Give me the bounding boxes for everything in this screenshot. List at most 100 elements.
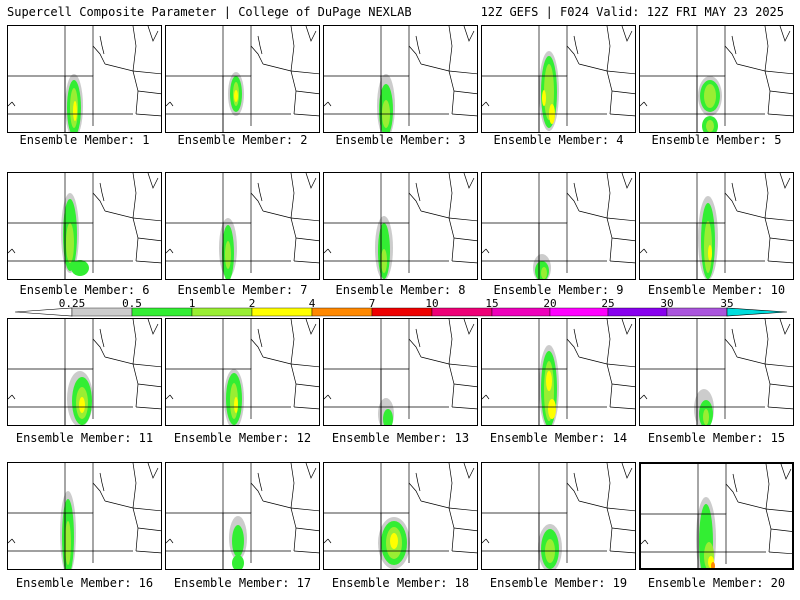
state-border-line xyxy=(250,192,264,212)
state-border-line xyxy=(408,45,422,65)
ensemble-member-label: Ensemble Member: 3 xyxy=(335,133,466,147)
colorbar-high-arrow xyxy=(726,307,788,317)
ensemble-member-label: Ensemble Member: 9 xyxy=(493,283,624,297)
state-borders-map xyxy=(8,26,161,132)
state-border-line xyxy=(573,182,579,202)
state-border-line xyxy=(104,210,134,219)
state-borders-map xyxy=(166,319,319,425)
state-border-line xyxy=(764,173,769,219)
state-border-line xyxy=(147,26,159,42)
ensemble-member-map xyxy=(7,25,162,133)
ensemble-member-map xyxy=(165,462,320,570)
state-border-line xyxy=(104,356,134,365)
scp-contour xyxy=(232,525,244,557)
state-border-line xyxy=(764,363,793,368)
state-border-line xyxy=(132,319,137,365)
state-border-line xyxy=(453,90,477,95)
state-border-line xyxy=(643,248,648,254)
ensemble-member-label: Ensemble Member: 5 xyxy=(651,133,782,147)
state-border-line xyxy=(99,472,105,492)
scp-contour xyxy=(548,399,556,419)
state-border-line xyxy=(463,319,475,335)
state-border-line xyxy=(305,173,317,189)
scp-contour xyxy=(541,267,547,279)
state-border-line xyxy=(250,482,264,502)
state-border-line xyxy=(640,394,645,400)
state-border-line xyxy=(644,539,649,545)
scp-contour xyxy=(711,562,715,568)
colorbar-tick-label: 7 xyxy=(368,297,376,310)
colorbar-segment xyxy=(491,307,551,317)
state-border-line xyxy=(92,45,106,65)
state-border-line xyxy=(11,101,16,107)
ensemble-member-map xyxy=(7,172,162,280)
state-borders-map xyxy=(482,463,635,569)
state-borders-map xyxy=(482,173,635,279)
state-border-line xyxy=(573,472,579,492)
ensemble-member-label: Ensemble Member: 11 xyxy=(15,431,154,445)
state-border-line xyxy=(779,26,791,42)
state-border-line xyxy=(736,210,766,219)
state-border-line xyxy=(11,538,16,544)
state-border-line xyxy=(578,210,608,219)
state-border-line xyxy=(415,35,421,55)
scp-contour xyxy=(79,397,85,413)
state-border-line xyxy=(643,394,648,400)
state-border-line xyxy=(482,101,487,107)
state-border-line xyxy=(137,527,161,532)
state-border-line xyxy=(448,173,453,219)
state-border-line xyxy=(609,406,635,410)
state-border-line xyxy=(767,260,793,264)
state-border-line xyxy=(324,538,329,544)
state-border-line xyxy=(166,538,171,544)
state-border-line xyxy=(169,101,174,107)
colorbar-tick-label: 0.25 xyxy=(58,297,86,310)
state-border-line xyxy=(132,217,161,222)
state-border-line xyxy=(573,35,579,55)
state-border-line xyxy=(769,90,793,95)
state-border-line xyxy=(621,26,633,42)
state-border-line xyxy=(451,260,477,264)
state-border-line xyxy=(765,464,770,510)
state-border-line xyxy=(621,319,633,335)
scp-contour xyxy=(65,521,71,565)
state-border-line xyxy=(169,248,174,254)
state-border-line xyxy=(765,508,792,512)
ensemble-member-map xyxy=(165,172,320,280)
state-borders-map xyxy=(166,463,319,569)
state-borders-map xyxy=(640,319,793,425)
state-border-line xyxy=(641,539,646,545)
state-border-line xyxy=(453,237,477,242)
ensemble-member-label: Ensemble Member: 15 xyxy=(647,431,786,445)
state-border-line xyxy=(779,319,791,335)
state-border-line xyxy=(166,101,171,107)
state-border-line xyxy=(290,70,319,75)
state-border-line xyxy=(290,173,295,219)
state-border-line xyxy=(135,406,161,410)
state-border-line xyxy=(578,500,608,509)
state-border-line xyxy=(137,383,161,388)
state-border-line xyxy=(606,363,635,368)
state-border-line xyxy=(132,363,139,408)
state-border-line xyxy=(305,26,317,42)
colorbar-segment xyxy=(251,307,313,317)
state-border-line xyxy=(451,550,477,554)
state-border-line xyxy=(606,507,635,512)
state-border-line xyxy=(764,363,771,408)
state-borders-map xyxy=(324,463,477,569)
state-border-line xyxy=(769,237,793,242)
scp-contour xyxy=(225,241,231,269)
ensemble-member-label: Ensemble Member: 12 xyxy=(173,431,312,445)
state-border-line xyxy=(764,217,793,222)
state-border-line xyxy=(92,482,106,502)
state-border-line xyxy=(92,338,106,358)
state-border-line xyxy=(573,328,579,348)
state-border-line xyxy=(327,248,332,254)
state-border-line xyxy=(482,248,487,254)
ensemble-member-map xyxy=(165,318,320,426)
state-border-line xyxy=(147,319,159,335)
state-border-line xyxy=(731,182,737,202)
ensemble-member-label: Ensemble Member: 19 xyxy=(489,576,628,590)
state-border-line xyxy=(295,383,319,388)
ensemble-member-label: Ensemble Member: 2 xyxy=(177,133,308,147)
